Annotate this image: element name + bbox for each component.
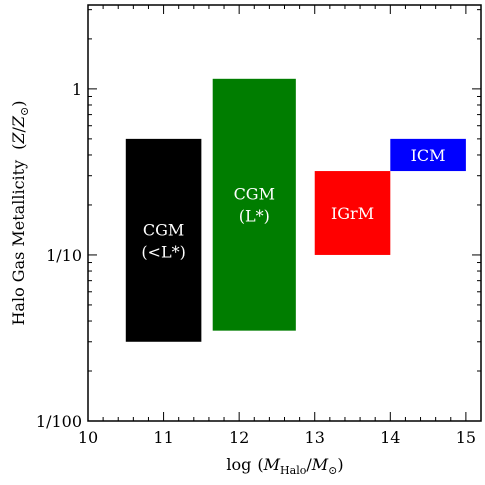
region-box-2 xyxy=(314,171,391,255)
region-label-0-1: (<L*) xyxy=(141,242,186,261)
plot-frame xyxy=(87,4,482,422)
region-label-2-0: IGrM xyxy=(331,204,374,223)
y-tick-label-1: 1/10 xyxy=(46,246,82,265)
region-box-0 xyxy=(125,138,202,342)
x-tick-label-1: 11 xyxy=(153,428,173,447)
axis-ticks: 10 11 12 13 14 15 1/100 1/10 1 xyxy=(36,5,482,447)
svg-text:log(MHalo/M⊙): log (MHalo/M⊙) xyxy=(226,455,343,477)
data-boxes: CGM (<L*) CGM (L*) IGrM ICM xyxy=(125,78,466,342)
x-tick-label-5: 15 xyxy=(456,428,476,447)
svg-text:Halo Gas Metallicity(Z/Z⊙): Halo Gas Metallicity(Z/Z⊙) xyxy=(9,100,31,325)
x-tick-label-3: 13 xyxy=(305,428,325,447)
x-tick-label-2: 12 xyxy=(229,428,249,447)
x-tick-label-0: 10 xyxy=(78,428,98,447)
region-box-3 xyxy=(390,138,466,172)
x-axis-title: log (MHalo/M⊙) xyxy=(226,455,343,477)
region-label-1-0: CGM xyxy=(234,185,275,204)
region-label-0-0: CGM xyxy=(143,220,184,239)
region-label-1-1: (L*) xyxy=(239,207,270,226)
region-label-3-0: ICM xyxy=(411,146,446,165)
y-tick-label-2: 1 xyxy=(72,80,82,99)
y-axis-title: Halo Gas Metallicity(Z/Z⊙) xyxy=(9,100,31,325)
x-tick-label-4: 14 xyxy=(380,428,400,447)
y-tick-label-0: 1/100 xyxy=(36,412,82,431)
region-box-1 xyxy=(212,78,296,331)
